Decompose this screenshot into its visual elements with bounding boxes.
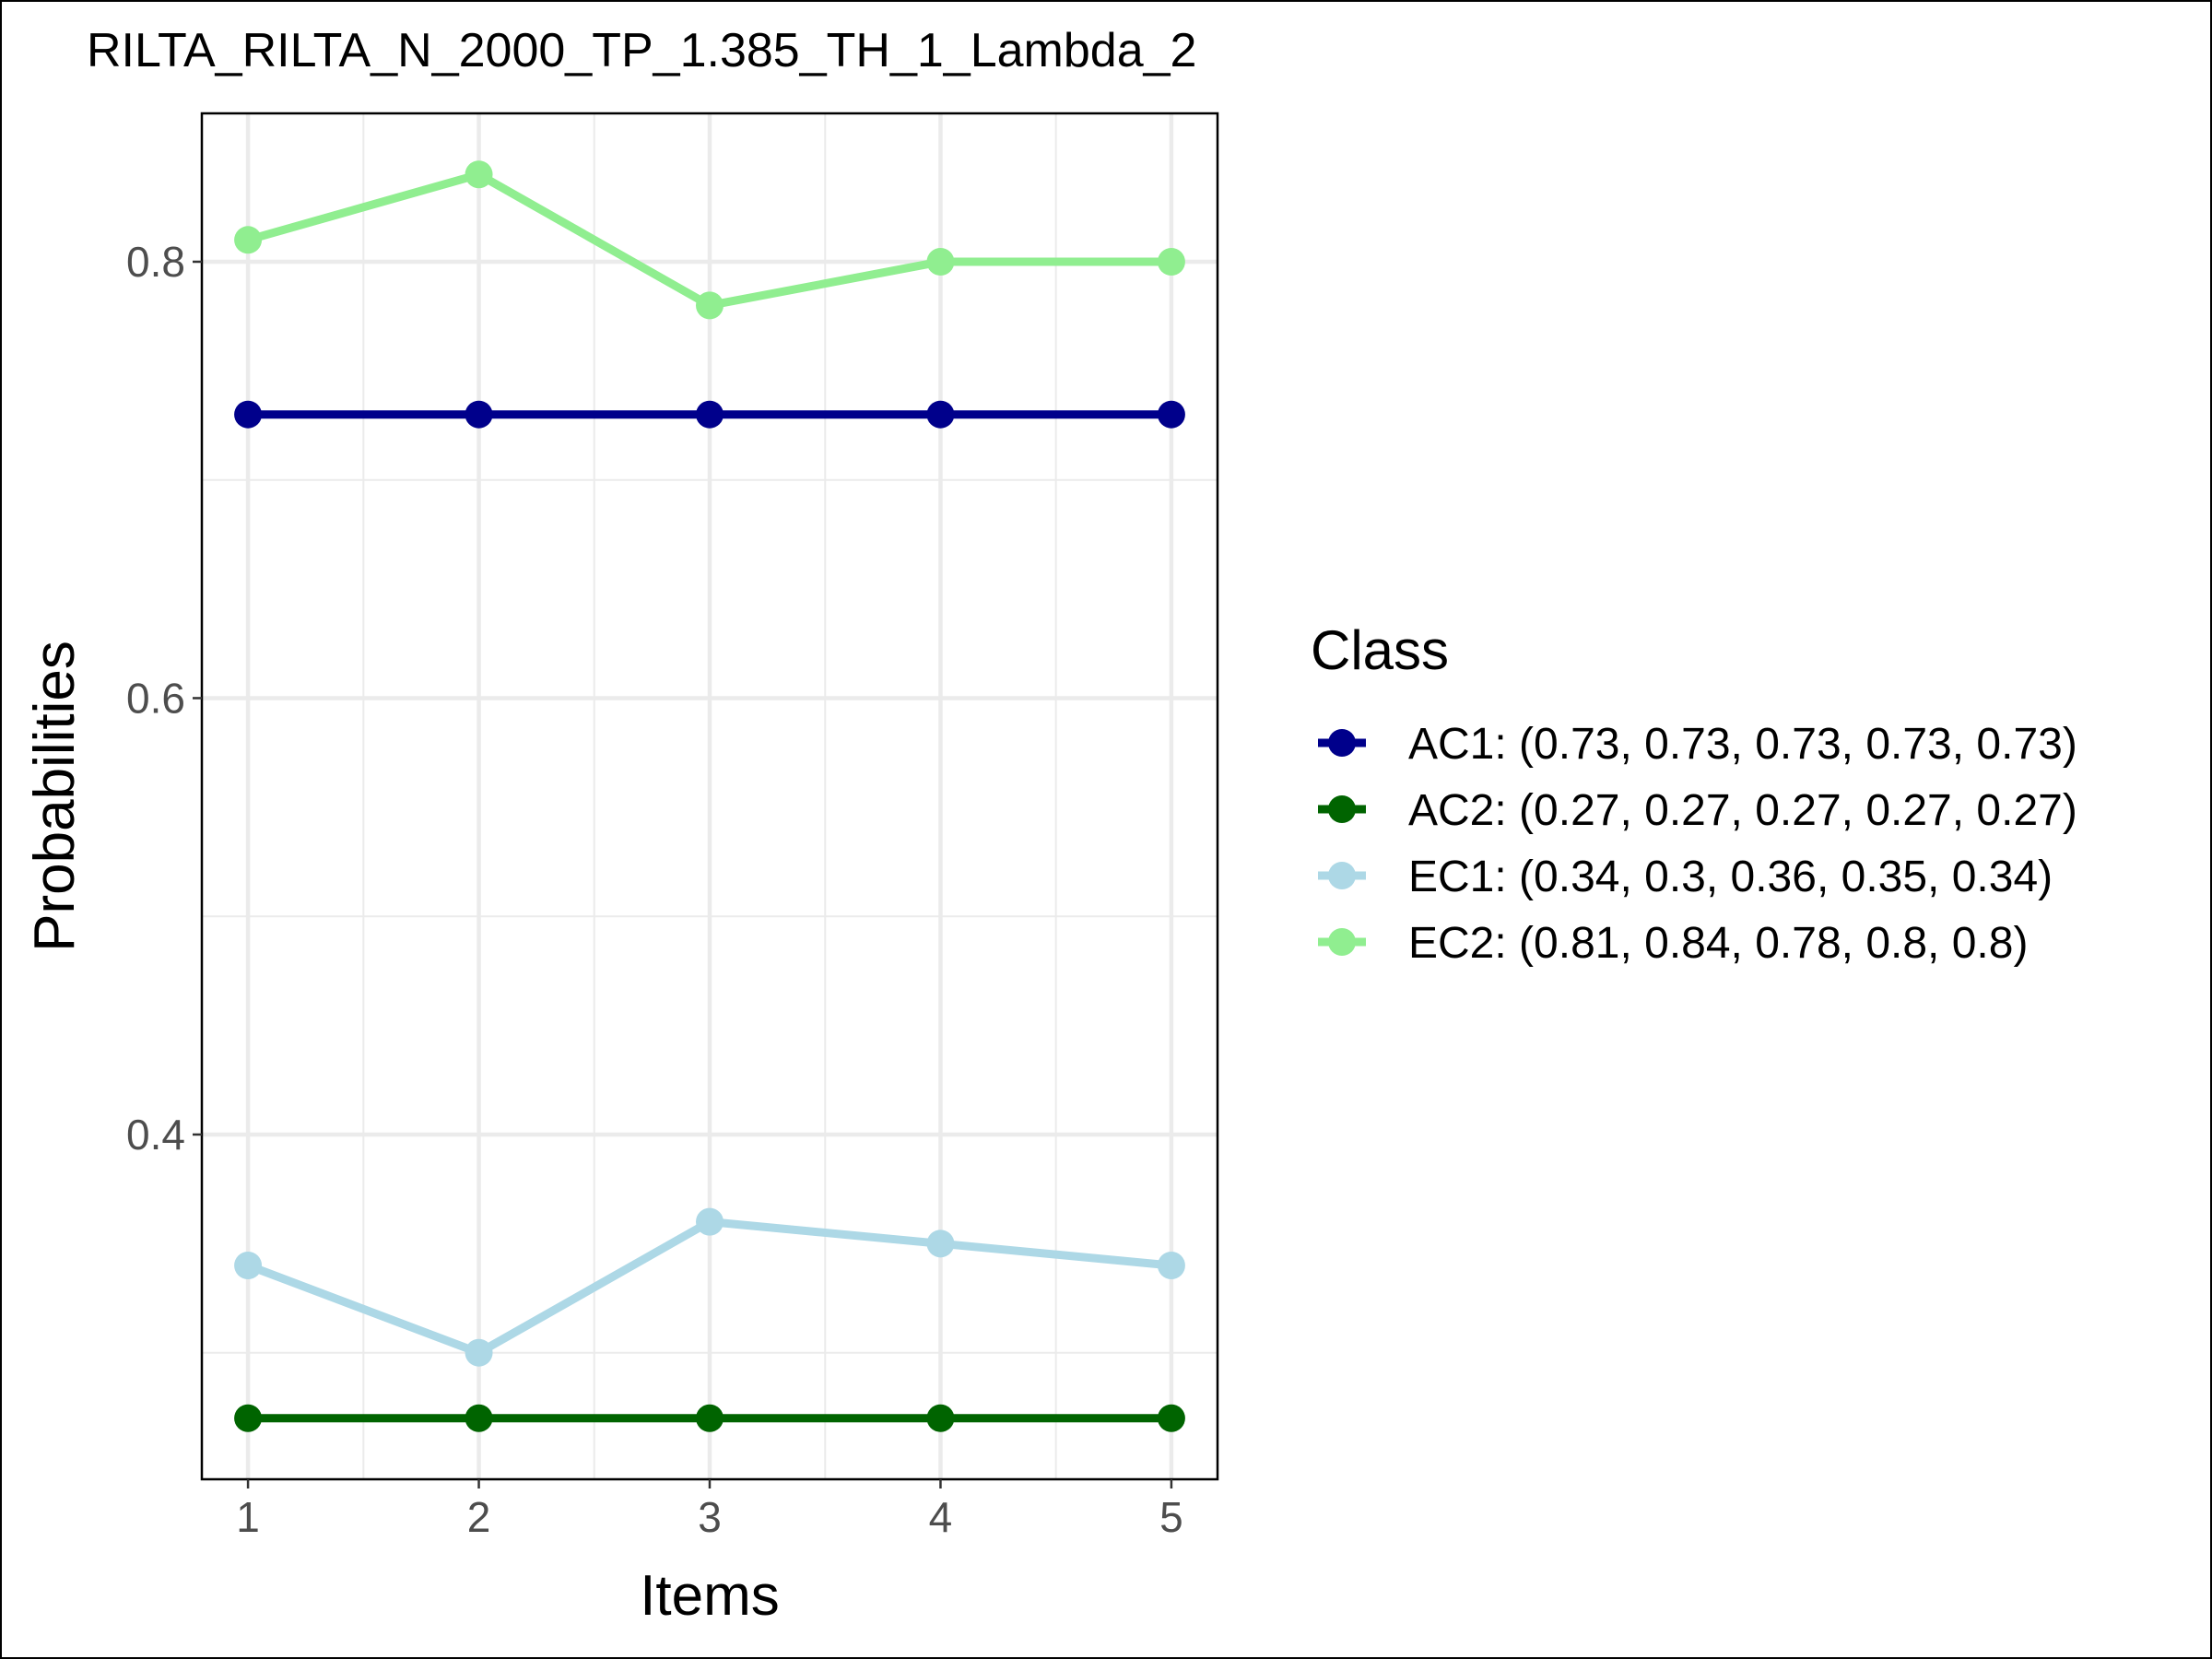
legend-label-ec2: EC2: (0.81, 0.84, 0.78, 0.8, 0.8) — [1408, 919, 2028, 968]
data-point-ec2 — [926, 247, 955, 276]
data-point-ac2 — [234, 1404, 263, 1432]
axis-ticks: 0.4 0.6 0.8 1 2 3 4 5 — [126, 238, 1183, 1541]
data-point-ac1 — [234, 400, 263, 429]
y-tick-label: 0.4 — [126, 1111, 185, 1159]
data-point-ec2 — [234, 226, 263, 254]
x-tick-label: 5 — [1159, 1493, 1183, 1541]
legend-key-point-ec1 — [1328, 862, 1356, 889]
legend-key-point-ac1 — [1328, 729, 1356, 757]
data-point-ac1 — [1157, 400, 1185, 429]
chart-title: RILTA_RILTA_N_2000_TP_1.385_TH_1_Lambda_… — [87, 24, 1196, 77]
legend: Class AC1: (0.73, 0.73, 0.73, 0.73, 0.73… — [1311, 619, 2077, 968]
legend-label-ac2: AC2: (0.27, 0.27, 0.27, 0.27, 0.27) — [1408, 786, 2077, 835]
data-point-ec1 — [696, 1207, 724, 1236]
data-point-ac1 — [465, 400, 493, 429]
legend-key-point-ac2 — [1328, 795, 1356, 823]
data-point-ec2 — [1157, 247, 1185, 276]
x-tick-label: 1 — [236, 1493, 260, 1541]
y-axis-label: Probabilities — [23, 641, 87, 952]
data-point-ac2 — [1157, 1404, 1185, 1432]
legend-label-ac1: AC1: (0.73, 0.73, 0.73, 0.73, 0.73) — [1408, 720, 2077, 769]
data-point-ac2 — [926, 1404, 955, 1432]
x-tick-label: 2 — [467, 1493, 491, 1541]
x-tick-label: 3 — [698, 1493, 722, 1541]
data-point-ec1 — [465, 1338, 493, 1367]
legend-title: Class — [1311, 619, 1449, 681]
data-point-ec1 — [926, 1230, 955, 1258]
data-point-ac1 — [926, 400, 955, 429]
x-axis-label: Items — [640, 1564, 780, 1628]
data-point-ac2 — [465, 1404, 493, 1432]
y-tick-label: 0.8 — [126, 238, 185, 286]
data-point-ec1 — [1157, 1251, 1185, 1279]
data-point-ec2 — [696, 291, 724, 320]
data-point-ec1 — [234, 1251, 263, 1279]
legend-key-point-ec2 — [1328, 928, 1356, 956]
data-point-ac2 — [696, 1404, 724, 1432]
series-layer — [234, 160, 1185, 1432]
x-tick-label: 4 — [929, 1493, 953, 1541]
data-point-ec2 — [465, 160, 493, 189]
legend-label-ec1: EC1: (0.34, 0.3, 0.36, 0.35, 0.34) — [1408, 853, 2053, 901]
legend-items: AC1: (0.73, 0.73, 0.73, 0.73, 0.73) AC2: … — [1318, 720, 2077, 968]
data-point-ac1 — [696, 400, 724, 429]
y-tick-label: 0.6 — [126, 674, 185, 722]
